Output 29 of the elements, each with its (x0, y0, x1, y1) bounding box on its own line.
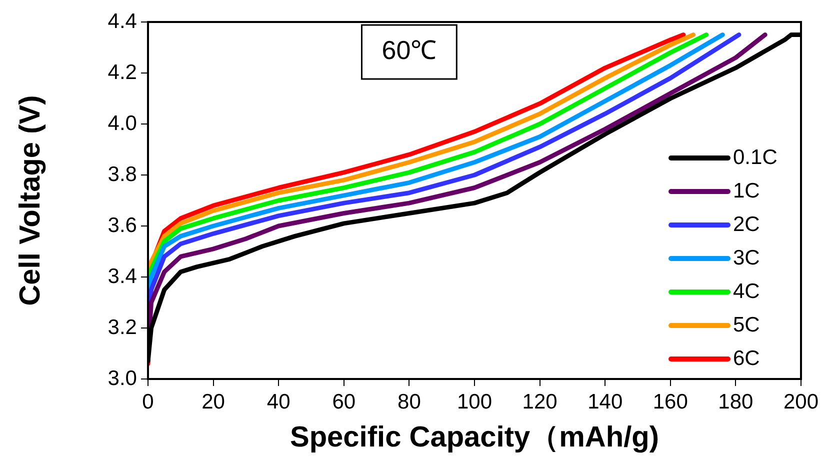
y-axis-title: Cell Voltage (V) (14, 95, 46, 306)
y-tick-label: 3.4 (108, 264, 138, 288)
x-tick-label: 20 (202, 390, 225, 414)
y-tick-label: 3.0 (108, 366, 137, 390)
legend-label: 0.1C (733, 146, 778, 169)
x-tick-label: 180 (718, 390, 754, 414)
y-tick-label: 3.8 (108, 162, 137, 186)
x-tick-label: 120 (522, 390, 558, 414)
x-tick-label: 100 (456, 390, 492, 414)
annotation: 60℃ (382, 35, 437, 66)
x-tick-label: 80 (398, 390, 421, 414)
y-tick-label: 4.2 (108, 60, 137, 84)
x-tick-label: 140 (588, 390, 623, 414)
legend-label: 5C (733, 313, 760, 336)
y-tick-label: 4.4 (108, 10, 138, 33)
x-tick-label: 60 (332, 390, 356, 414)
x-axis-title: Specific Capacity（mAh/g) (290, 422, 660, 454)
x-tick-label: 160 (652, 390, 688, 414)
legend-label: 2C (733, 212, 760, 236)
y-tick-label: 3.6 (108, 214, 137, 237)
legend-label: 6C (733, 346, 760, 370)
x-tick-label: 0 (142, 390, 154, 414)
legend-label: 3C (733, 246, 760, 270)
y-tick-label: 3.2 (108, 316, 137, 339)
legend-label: 1C (733, 179, 760, 202)
x-tick-label: 200 (783, 390, 819, 414)
legend-label: 4C (733, 280, 760, 303)
y-tick-label: 4.0 (108, 112, 137, 135)
x-tick-label: 40 (266, 390, 290, 414)
